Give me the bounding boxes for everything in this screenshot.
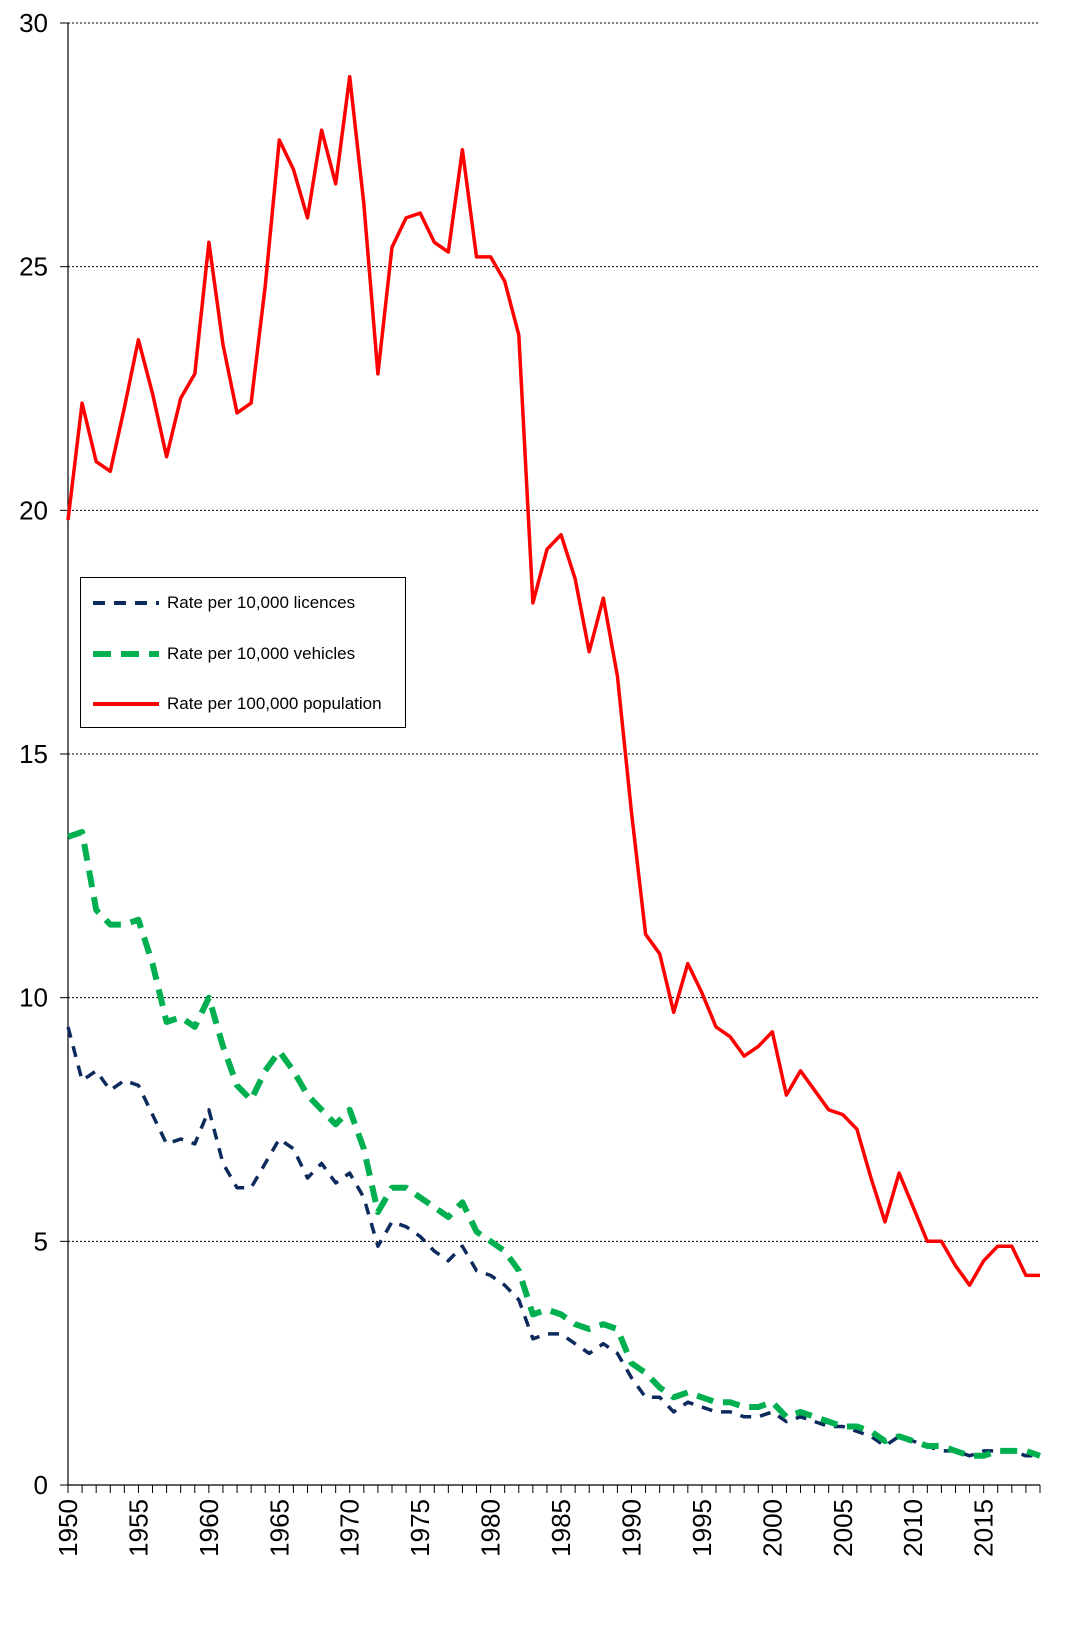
legend-swatch-licences bbox=[93, 601, 159, 605]
series-line-1 bbox=[67, 829, 1041, 1459]
x-tick-label-1950: 1950 bbox=[53, 1499, 83, 1557]
x-tick-label-1955: 1955 bbox=[123, 1499, 153, 1557]
x-tick-label-2000: 2000 bbox=[757, 1499, 787, 1557]
x-tick-label-1985: 1985 bbox=[546, 1499, 576, 1557]
series-line-2 bbox=[66, 74, 1040, 1287]
legend-item-licences: Rate per 10,000 licences bbox=[91, 591, 355, 615]
legend-item-vehicles: Rate per 10,000 vehicles bbox=[91, 642, 355, 666]
series-lines bbox=[66, 74, 1041, 1459]
legend-swatch-vehicles bbox=[93, 651, 159, 657]
y-tick-label-15: 15 bbox=[19, 739, 48, 769]
axes bbox=[60, 22, 1041, 1493]
gridlines bbox=[68, 22, 1040, 1242]
x-tick-label-1990: 1990 bbox=[616, 1499, 646, 1557]
legend-label-vehicles: Rate per 10,000 vehicles bbox=[167, 644, 356, 663]
x-tick-label-2010: 2010 bbox=[898, 1499, 928, 1557]
y-tick-label-25: 25 bbox=[19, 252, 48, 282]
y-tick-label-10: 10 bbox=[19, 983, 48, 1013]
x-tick-label-1980: 1980 bbox=[476, 1499, 506, 1557]
series-line-0 bbox=[66, 1026, 1040, 1458]
y-tick-label-30: 30 bbox=[19, 8, 48, 38]
y-tick-label-5: 5 bbox=[34, 1226, 48, 1256]
x-tick-label-2015: 2015 bbox=[969, 1499, 999, 1557]
x-tick-label-1995: 1995 bbox=[687, 1499, 717, 1557]
x-tick-label-1960: 1960 bbox=[194, 1499, 224, 1557]
legend-swatch-population bbox=[93, 702, 159, 706]
legend-label-licences: Rate per 10,000 licences bbox=[167, 593, 356, 612]
y-tick-label-0: 0 bbox=[34, 1470, 48, 1500]
tick-labels: 0 5 10 15 20 25 30 1950 1955 1960 1965 1970 1975 1980… bbox=[19, 8, 999, 1557]
x-tick-label-1965: 1965 bbox=[264, 1499, 294, 1557]
legend-item-population: Rate per 100,000 population bbox=[91, 692, 382, 716]
legend: Rate per 10,000 licences Rate per 10,000… bbox=[80, 577, 406, 728]
legend-label-population: Rate per 100,000 population bbox=[167, 694, 382, 713]
x-tick-label-1975: 1975 bbox=[405, 1499, 435, 1557]
x-tick-label-1970: 1970 bbox=[335, 1499, 365, 1557]
y-tick-label-20: 20 bbox=[19, 495, 48, 525]
x-tick-label-2005: 2005 bbox=[828, 1499, 858, 1557]
